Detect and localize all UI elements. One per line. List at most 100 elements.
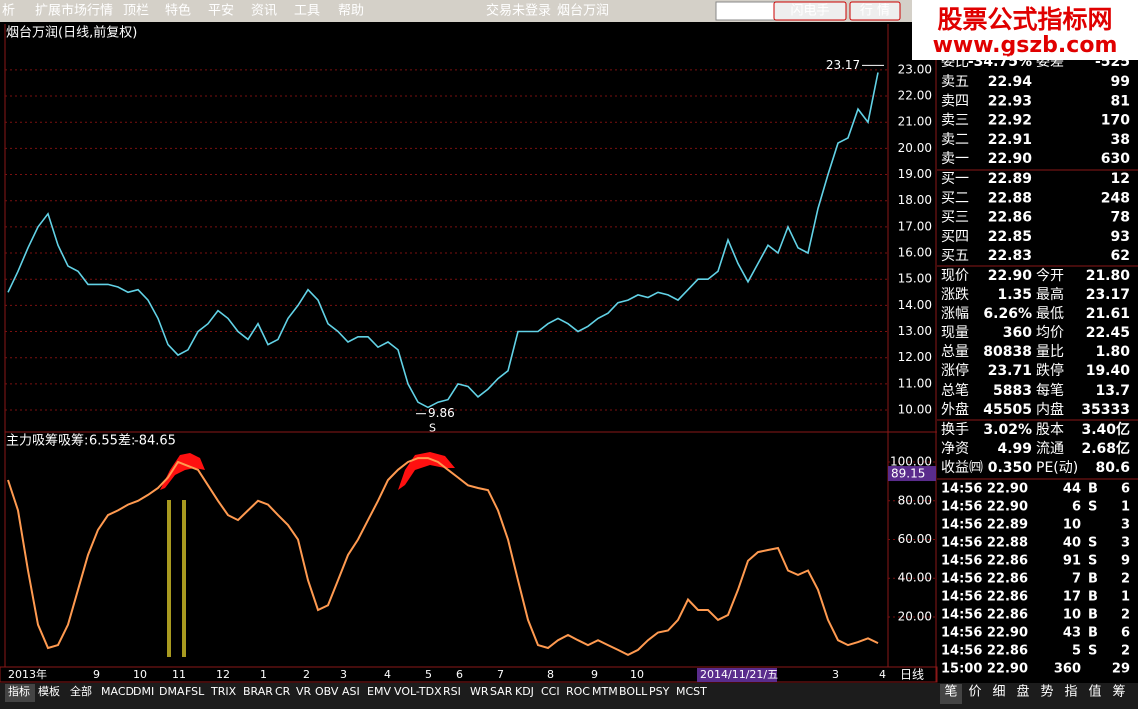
menu-item[interactable]: 平安 xyxy=(208,4,234,19)
tab[interactable]: MACD xyxy=(101,685,134,698)
tab[interactable]: DMA xyxy=(159,685,185,698)
tab[interactable]: 指 xyxy=(1064,685,1077,700)
quote-label: 换手 xyxy=(941,421,969,438)
date-label: 8 xyxy=(547,668,554,681)
date-label: 1 xyxy=(260,668,267,681)
tab[interactable]: 价 xyxy=(968,685,981,700)
quote-value: 21.80 xyxy=(1086,268,1131,284)
tick-price: 22.90 xyxy=(987,626,1028,641)
tab[interactable]: PSY xyxy=(649,685,670,698)
tab[interactable]: FSL xyxy=(185,685,205,698)
tick-time: 14:56 xyxy=(941,572,982,587)
tick-time: 14:56 xyxy=(941,626,982,641)
tab[interactable]: 笔 xyxy=(944,684,957,700)
quote-value: 21.61 xyxy=(1086,306,1130,322)
indicator-line xyxy=(7,457,879,657)
tab[interactable]: 势 xyxy=(1040,684,1053,700)
tick-price: 22.86 xyxy=(987,608,1028,623)
tab[interactable]: CCI xyxy=(541,685,560,698)
tick-volume: 44 xyxy=(1063,482,1081,497)
tick-price: 22.90 xyxy=(987,482,1028,497)
tick-price: 22.89 xyxy=(987,518,1028,533)
menu-item[interactable]: 工具 xyxy=(294,4,320,19)
date-highlight xyxy=(697,668,777,682)
menu-item[interactable]: 资讯 xyxy=(251,4,277,19)
y-tick-label: 17.00 xyxy=(898,219,932,233)
date-label: 10 xyxy=(133,668,147,681)
button[interactable] xyxy=(849,1,901,21)
menu-item[interactable]: 特色 xyxy=(165,3,191,19)
book-price: 22.85 xyxy=(988,229,1032,245)
tab[interactable]: BRAR xyxy=(243,685,273,698)
tab[interactable]: WR xyxy=(470,685,489,698)
tick-side: S xyxy=(1088,500,1097,515)
series-current: 6.55 xyxy=(89,434,118,449)
tab[interactable]: OBV xyxy=(315,685,339,698)
tick-time: 14:56 xyxy=(941,644,982,659)
button[interactable] xyxy=(773,1,847,21)
quote-value: 22.45 xyxy=(1086,325,1130,341)
menu-item[interactable]: 析 xyxy=(2,4,15,19)
date-label: 6 xyxy=(456,668,463,681)
tab[interactable]: MTM xyxy=(592,685,618,698)
signal-label: S xyxy=(429,422,436,435)
tick-volume: 10 xyxy=(1063,608,1081,623)
tick-count: 2 xyxy=(1121,644,1130,659)
tab[interactable]: 值 xyxy=(1088,684,1101,700)
quote-value: 6.26% xyxy=(983,306,1032,322)
tab[interactable]: SAR xyxy=(490,685,513,698)
series-name: 吸筹: xyxy=(58,433,88,449)
tick-count: 9 xyxy=(1121,554,1130,569)
tab[interactable]: RSI xyxy=(443,685,461,698)
quote-label: 最低 xyxy=(1036,306,1064,322)
tick-price: 22.86 xyxy=(987,554,1028,569)
tick-count: 3 xyxy=(1121,518,1130,533)
tick-time: 14:56 xyxy=(941,590,982,605)
tick-side: B xyxy=(1088,482,1098,497)
y-tick-label: 20.00 xyxy=(898,609,932,623)
book-volume: 99 xyxy=(1111,74,1130,90)
menu-item[interactable]: 扩展市场行情 xyxy=(35,3,113,19)
tab[interactable]: 指标 xyxy=(8,684,30,698)
tab[interactable]: VR xyxy=(296,685,312,698)
tab[interactable]: CR xyxy=(275,685,291,698)
y-tick-label: 13.00 xyxy=(898,324,932,338)
date-label: 5 xyxy=(425,668,432,681)
tick-count: 29 xyxy=(1112,662,1130,677)
tick-volume: 360 xyxy=(1054,662,1081,677)
menu-item[interactable]: 帮助 xyxy=(338,4,364,19)
y-tick-label: 11.00 xyxy=(898,376,932,390)
tab[interactable]: ROC xyxy=(566,685,590,698)
tab[interactable]: EMV xyxy=(367,685,391,698)
signal-bar xyxy=(182,500,186,657)
button-label[interactable]: 行 情 xyxy=(860,4,890,19)
book-label: 卖二 xyxy=(941,132,969,148)
watermark-title: 股票公式指标网 xyxy=(937,5,1112,34)
tab[interactable]: 模板 xyxy=(38,684,60,698)
tick-volume: 5 xyxy=(1072,644,1081,659)
tick-time: 14:56 xyxy=(941,500,982,515)
quote-label: 跌停 xyxy=(1036,362,1064,379)
quote-label: 均价 xyxy=(1036,325,1064,341)
tab[interactable]: 全部 xyxy=(70,684,92,698)
button-label[interactable]: 闪电手 xyxy=(790,4,829,19)
tab[interactable]: KDJ xyxy=(515,685,534,698)
tab[interactable]: 盘 xyxy=(1016,684,1029,700)
menu-item[interactable]: 顶栏 xyxy=(123,4,149,19)
tab[interactable]: 细 xyxy=(992,685,1005,700)
tab-active xyxy=(940,684,962,704)
quote-label: 收益㈣ xyxy=(941,460,983,476)
tab[interactable]: DMI xyxy=(133,685,154,698)
tab[interactable]: VOL-TDX xyxy=(394,685,442,698)
tab[interactable]: TRIX xyxy=(210,685,237,698)
tick-price: 22.88 xyxy=(987,536,1028,551)
tab[interactable]: 筹 xyxy=(1112,684,1125,700)
quote-value: 2.68亿 xyxy=(1081,440,1130,457)
cursor-label: 89.15 xyxy=(891,467,925,481)
tick-volume: 6 xyxy=(1072,500,1081,515)
tab[interactable]: ASI xyxy=(342,685,360,698)
tab[interactable]: BOLL xyxy=(619,685,648,698)
y-tick-label: 15.00 xyxy=(898,272,932,286)
book-volume: 81 xyxy=(1111,93,1130,109)
tab[interactable]: MCST xyxy=(676,685,707,698)
